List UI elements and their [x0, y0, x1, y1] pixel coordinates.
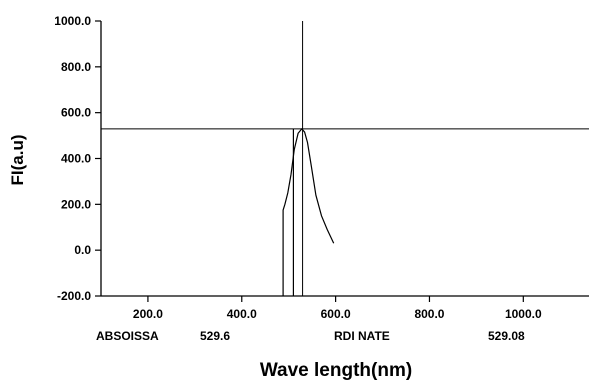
abscissa-value: 529.6	[200, 329, 230, 343]
ordinate-value: 529.08	[488, 329, 525, 343]
x-tick-label: 1000.0	[505, 307, 542, 321]
y-tick-label: 600.0	[61, 106, 91, 120]
y-tick-label: 400.0	[61, 152, 91, 166]
cursor-crosshair	[101, 21, 589, 296]
y-axis-title: FI(a.u)	[8, 135, 27, 186]
y-axis-ticks: -200.0 0.0 200.0 400.0 600.0 800.0 1000.0	[54, 14, 101, 303]
y-tick-label: 200.0	[61, 197, 91, 211]
x-tick-label: 200.0	[133, 307, 163, 321]
ordinate-label: RDI NATE	[334, 329, 390, 343]
abscissa-label: ABSOISSA	[96, 329, 159, 343]
x-axis-ticks: 200.0 400.0 600.0 800.0 1000.0	[133, 296, 542, 321]
y-tick-label: 1000.0	[54, 14, 91, 28]
y-tick-label: -200.0	[57, 289, 91, 303]
series-layer	[282, 127, 335, 296]
x-tick-label: 400.0	[227, 307, 257, 321]
x-axis-title: Wave length(nm)	[260, 360, 412, 381]
x-tick-label: 800.0	[414, 307, 444, 321]
series-line-1	[282, 127, 335, 296]
plot-area	[100, 21, 589, 297]
x-tick-label: 600.0	[321, 307, 351, 321]
y-tick-label: 800.0	[61, 60, 91, 74]
y-tick-label: 0.0	[74, 243, 91, 257]
